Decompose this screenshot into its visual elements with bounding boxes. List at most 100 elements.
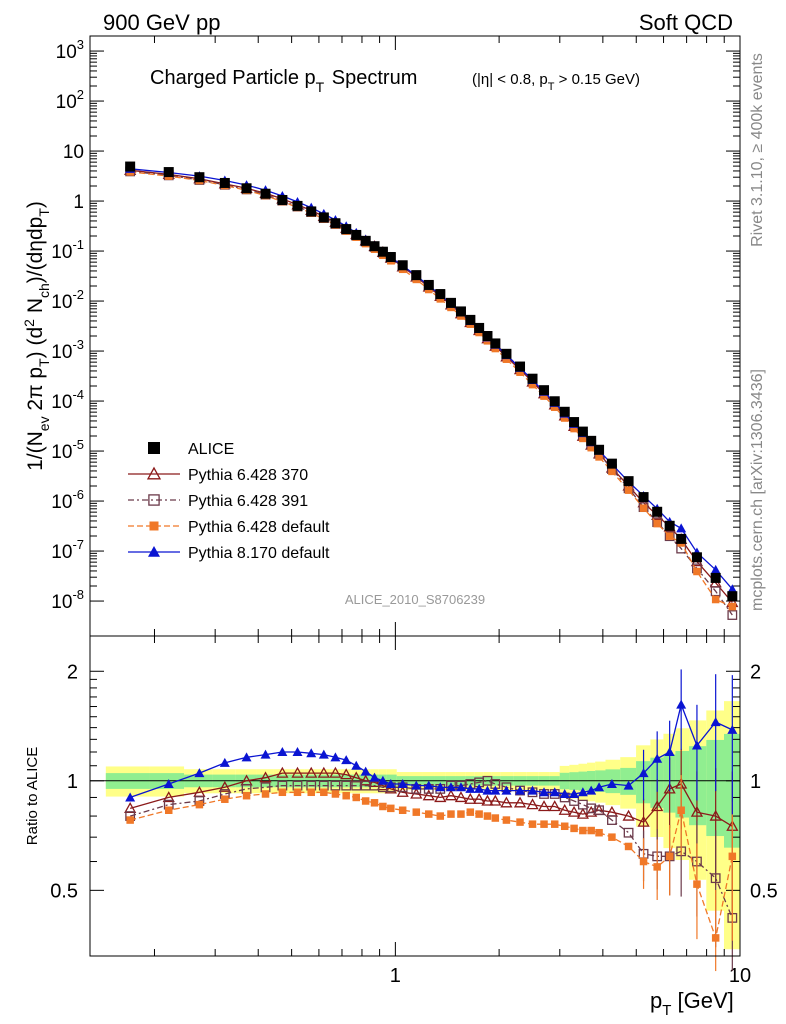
alice-point [194,172,205,183]
ratio-point [652,753,663,763]
svg-text:(|η| < 0.8, pT > 0.15 GeV): (|η| < 0.8, pT > 0.15 GeV) [472,71,640,93]
alice-point [664,520,675,531]
ratio-line [129,702,733,799]
ratio-point [397,778,408,788]
legend-label: Pythia 6.428 default [188,519,330,536]
ratio-point [425,810,433,818]
alice-point [727,591,738,602]
legend-marker [148,494,160,506]
ratio-point [690,805,704,817]
svg-text:1/(Nev 2π pT) (d2 Nch)/(dηdpT): 1/(Nev 2π pT) (d2 Nch)/(dηdpT) [21,201,52,471]
alice-point [360,235,371,246]
ratio-point [330,780,341,791]
ratio-point [490,785,501,795]
ratio-point [376,779,389,791]
main-point [676,523,687,533]
ratio-point [624,842,633,851]
ratio-point [710,717,721,727]
alice-point [691,552,702,563]
category-label: Soft QCD [639,10,733,35]
ratio-point [320,788,328,797]
ratio-point [474,783,485,793]
ratio-point [195,800,204,809]
alice-point [515,361,526,372]
ratio-point [651,800,664,812]
alice-point [652,506,663,517]
ratio-point [638,768,649,778]
alice-point [594,444,605,455]
ratio-point [317,766,330,778]
ratio-point [377,775,388,785]
ratio-point [710,873,721,884]
ratio-point [398,806,407,814]
legend-marker [146,466,162,480]
ratio-point [585,805,598,817]
y-tick-label: 102 [56,87,84,113]
alice-point [351,229,362,240]
ratio-point [218,780,231,792]
main-point [664,531,675,542]
ratio-point [162,791,175,803]
ratio-point [385,778,396,788]
alice-point [385,252,396,263]
main-point [639,504,648,512]
legend-marker [148,442,160,454]
ratio-point [550,820,559,828]
ratio-bands [105,701,740,950]
y-tick-exponent: 2 [77,87,84,102]
ratio-point [481,794,494,806]
ratio-point [577,787,588,797]
y-tick-label: 10-1 [51,237,84,263]
ratio-point [330,752,341,762]
ratio-point [539,787,550,797]
ratio-point [370,799,379,807]
alice-point [330,218,341,229]
alice-point [482,331,493,341]
alice-point [341,224,352,235]
ratio-point [276,766,289,778]
ratio-point [411,780,422,790]
ratio-point [277,746,288,756]
y-tick-label: 10-8 [51,587,84,613]
mcplots-label: mcplots.cern.ch [arXiv:1306.3436] [749,369,766,611]
alice-point [490,338,501,349]
alice-point [539,385,550,396]
ratio-y-tick-label-right: 1 [750,771,761,793]
alice-point [569,417,580,428]
svg-text:Charged Particle pT Spectrum: Charged Particle pT Spectrum [150,67,417,95]
ratio-point [489,794,502,806]
ratio-point [454,791,468,803]
ratio-point [475,810,483,818]
main-point [550,403,559,411]
main-series-1 [124,163,739,608]
ratio-point [548,800,561,812]
main-point [579,434,587,443]
y-tick-label: 10-4 [51,387,84,413]
ratio-point [318,749,329,759]
ratio-point [464,792,477,804]
ratio-point [579,826,587,835]
ratio-point [570,824,578,833]
main-point [516,368,524,376]
main-point [595,453,603,461]
ratio-point [516,818,524,826]
ratio-point [483,812,492,820]
main-point [727,584,738,594]
watermark: ALICE_2010_S8706239 [345,592,485,607]
y-tick-label: 103 [56,37,84,63]
y-tick-exponent: -7 [72,537,84,552]
main-point [727,610,738,620]
alice-point [527,373,538,384]
alice-point [559,406,570,417]
main-line [130,169,733,603]
ratio-point [639,857,648,866]
ratio-point [559,788,570,798]
ratio-point [691,740,702,750]
ratio-point [221,795,229,803]
ratio-y-tick-label-right: 0.5 [750,880,778,902]
ratio-point [567,805,581,817]
main-point [502,355,511,363]
ratio-point [341,780,352,791]
ratio-point [653,863,661,871]
